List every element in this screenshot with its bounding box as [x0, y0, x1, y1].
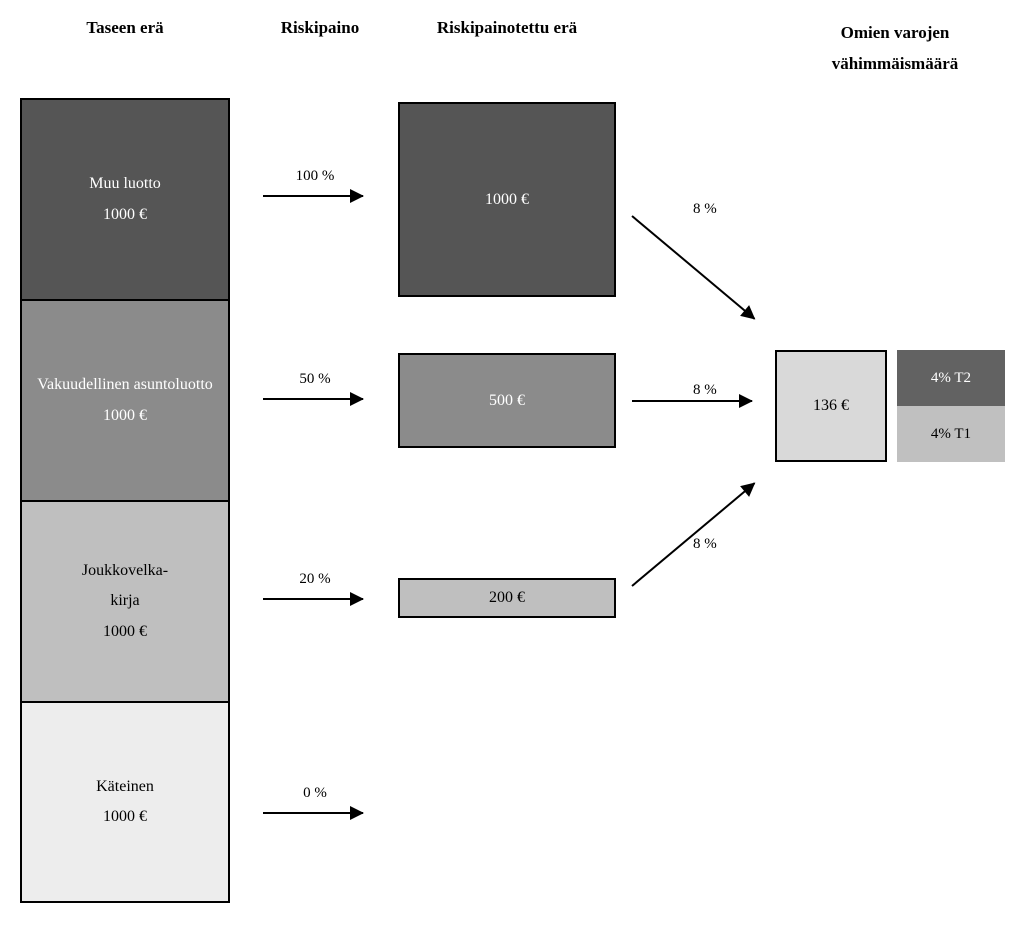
tier-box-1: 4% T1: [897, 406, 1005, 462]
risk-amount-2: 200 €: [489, 589, 525, 607]
header-row: Taseen erä Riskipaino Riskipainotettu er…: [0, 18, 1023, 88]
header-capital: Omien varojen vähimmäismäärä: [790, 18, 1000, 79]
tier-label-1: 4% T1: [931, 426, 971, 443]
arrow-diag-1: [632, 400, 752, 402]
balance-box-2: Joukkovelka- kirja 1000 €: [20, 500, 230, 703]
balance-box-0: Muu luotto 1000 €: [20, 98, 230, 301]
balance-label-0: Muu luotto: [89, 169, 161, 199]
risk-box-2: 200 €: [398, 578, 616, 618]
risk-box-0: 1000 €: [398, 102, 616, 297]
pct-label-2: 8 %: [693, 536, 717, 553]
weight-label-3: 0 %: [275, 785, 355, 802]
tier-label-0: 4% T2: [931, 370, 971, 387]
weight-label-0: 100 %: [275, 168, 355, 185]
header-risk: Riskipainotettu erä: [398, 18, 616, 38]
capital-box: 136 €: [775, 350, 887, 462]
balance-amount-1: 1000 €: [103, 401, 147, 431]
balance-label-2: Joukkovelka- kirja: [82, 556, 168, 617]
arrow-h-0: [263, 195, 363, 197]
balance-column: Muu luotto 1000 € Vakuudellinen asuntolu…: [20, 98, 230, 903]
risk-box-1: 500 €: [398, 353, 616, 448]
risk-amount-1: 500 €: [489, 392, 525, 410]
balance-label-1: Vakuudellinen asuntoluotto: [37, 370, 213, 400]
balance-amount-3: 1000 €: [103, 802, 147, 832]
header-weight: Riskipaino: [260, 18, 380, 38]
balance-amount-2: 1000 €: [103, 617, 147, 647]
arrow-h-2: [263, 598, 363, 600]
weight-label-2: 20 %: [275, 571, 355, 588]
capital-amount: 136 €: [813, 397, 849, 415]
arrow-h-1: [263, 398, 363, 400]
arrow-h-3: [263, 812, 363, 814]
balance-box-1: Vakuudellinen asuntoluotto 1000 €: [20, 299, 230, 502]
balance-box-3: Käteinen 1000 €: [20, 701, 230, 903]
balance-amount-0: 1000 €: [103, 200, 147, 230]
header-balance: Taseen erä: [20, 18, 230, 38]
weight-label-1: 50 %: [275, 371, 355, 388]
risk-amount-0: 1000 €: [485, 191, 529, 209]
tier-box-0: 4% T2: [897, 350, 1005, 406]
arrow-diag-0: [631, 215, 755, 319]
balance-label-3: Käteinen: [96, 772, 154, 802]
pct-label-1: 8 %: [693, 382, 717, 399]
arrow-diag-2: [631, 482, 755, 586]
pct-label-0: 8 %: [693, 201, 717, 218]
